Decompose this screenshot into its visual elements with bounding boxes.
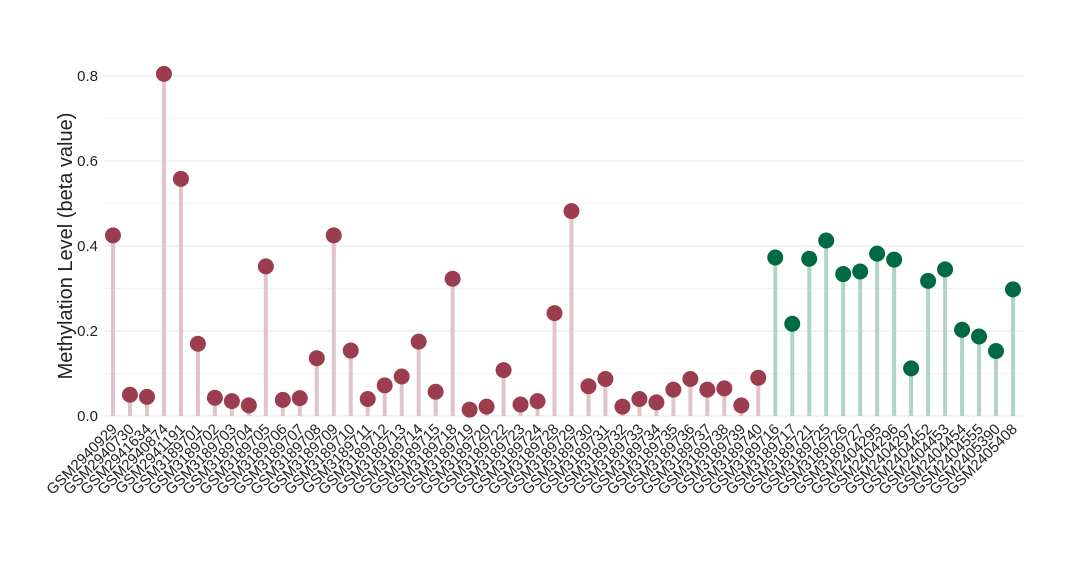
point-GSM3189724 [529, 393, 546, 410]
point-GSM3189703 [223, 393, 240, 410]
point-GSM3189725 [818, 232, 835, 249]
point-GSM2404297 [903, 360, 920, 377]
point-GSM2940929 [105, 227, 121, 244]
point-GSM3189715 [427, 383, 444, 400]
point-GSM3189709 [325, 227, 342, 244]
point-GSM3189710 [342, 342, 359, 359]
point-GSM3189701 [189, 335, 206, 352]
y-tick-label: 0.8 [77, 68, 98, 85]
point-GSM3189720 [478, 398, 495, 415]
point-GSM3189740 [750, 369, 767, 386]
point-GSM2405408 [1005, 281, 1021, 298]
point-GSM3189729 [563, 203, 580, 220]
y-axis: 0.0 0.2 0.4 0.6 0.8 [77, 68, 98, 425]
point-GSM3189736 [682, 371, 699, 388]
point-GSM3189737 [699, 381, 716, 398]
y-tick-label: 0.0 [77, 408, 98, 425]
y-axis-title: Methylation Level (beta value) [55, 113, 77, 380]
point-GSM3189714 [410, 333, 427, 350]
point-GSM3189722 [495, 362, 512, 379]
point-GSM3189719 [461, 401, 478, 418]
point-GSM3189705 [257, 258, 274, 275]
point-GSM3189718 [444, 270, 461, 287]
point-GSM3189726 [835, 266, 852, 283]
point-GSM3189731 [597, 371, 614, 388]
point-GSM3189728 [546, 305, 563, 322]
point-GSM3189727 [852, 263, 869, 280]
point-GSM3189713 [393, 368, 410, 385]
point-GSM3189738 [716, 380, 733, 397]
point-GSM3189704 [240, 397, 257, 414]
x-axis: GSM2940929GSM2940730GSM2941634GSM2940874… [43, 421, 1020, 498]
stems [111, 73, 1015, 416]
point-GSM3189735 [665, 381, 682, 398]
point-GSM3189716 [767, 249, 784, 266]
point-GSM3189706 [274, 391, 291, 408]
y-tick-label: 0.2 [77, 323, 98, 340]
point-GSM2941634 [138, 388, 155, 405]
point-GSM2940874 [155, 65, 172, 82]
points [105, 65, 1021, 418]
point-GSM2405390 [988, 342, 1005, 359]
point-GSM3189717 [784, 315, 801, 332]
point-GSM3189708 [308, 350, 325, 367]
point-GSM2404555 [971, 328, 988, 345]
point-GSM3189707 [291, 390, 308, 407]
point-GSM3189702 [206, 389, 223, 406]
point-GSM3189739 [733, 397, 750, 414]
point-GSM2404453 [937, 261, 954, 278]
point-GSM2404295 [869, 245, 886, 262]
point-GSM3189734 [648, 394, 665, 411]
point-GSM3189723 [512, 396, 529, 413]
point-GSM3189712 [376, 377, 393, 394]
point-GSM2940730 [121, 386, 138, 403]
point-GSM3189721 [801, 250, 818, 267]
point-GSM3189711 [359, 391, 376, 407]
point-GSM2941191 [172, 170, 189, 187]
point-GSM3189732 [614, 398, 631, 415]
point-GSM2404452 [920, 272, 937, 289]
point-GSM2404296 [886, 251, 903, 268]
point-GSM3189730 [580, 378, 597, 395]
point-GSM2404454 [954, 321, 971, 338]
y-tick-label: 0.6 [77, 153, 98, 170]
y-tick-label: 0.4 [77, 238, 98, 255]
point-GSM3189733 [631, 391, 648, 407]
grid-lines [104, 75, 1024, 417]
